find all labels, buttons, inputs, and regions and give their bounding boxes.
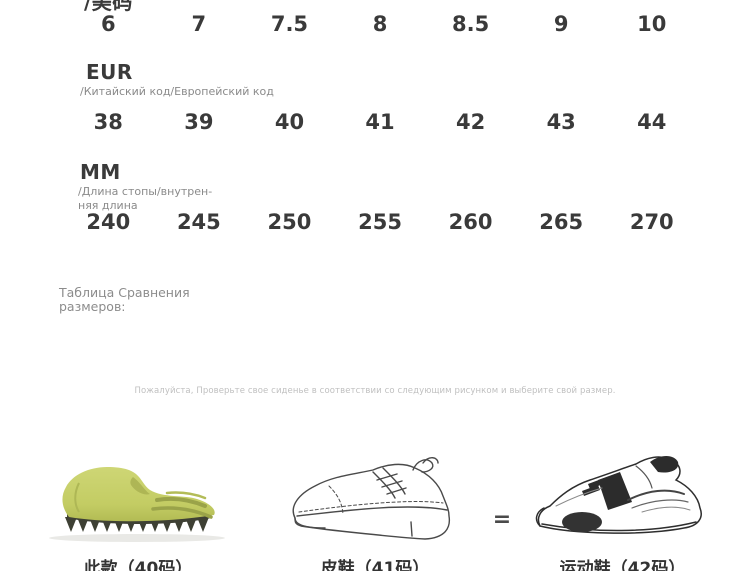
slide-shadow xyxy=(49,534,225,542)
mm-size-value: 245 xyxy=(176,210,221,234)
mm-size-value: 255 xyxy=(358,210,402,234)
eur-size-values-row: 38 39 40 41 42 43 44 xyxy=(63,110,697,134)
dress-shoe-outline xyxy=(292,457,451,540)
us-size-value: 10 xyxy=(637,12,667,36)
us-size-value: 6 xyxy=(100,12,116,36)
sneaker-dark-panels xyxy=(562,456,679,532)
slide-sandal-icon xyxy=(49,467,225,542)
us-size-value: 7 xyxy=(191,12,207,36)
dress-shoe-label: 皮鞋（41码） xyxy=(320,559,430,571)
mm-size-value: 270 xyxy=(629,210,674,234)
us-size-values-row: 6 7 7.5 8 8.5 9 10 xyxy=(63,12,697,36)
mm-size-subtitle: /Длина стопы/внутрен-няя длина xyxy=(78,185,213,212)
dress-shoe-icon xyxy=(292,457,451,540)
us-size-value: 8 xyxy=(372,12,388,36)
mm-size-value: 250 xyxy=(267,210,312,234)
size-selection-note: Пожалуйста, Проверьте свое сиденье в соо… xyxy=(134,386,616,396)
eur-size-heading: EUR xyxy=(86,60,133,84)
us-size-value: 8.5 xyxy=(452,12,490,36)
comparison-table-title: Таблица Сравнения размеров: xyxy=(59,285,190,315)
sneaker-label: 运动鞋（42码） xyxy=(559,559,686,571)
eur-size-value: 39 xyxy=(184,110,214,134)
eur-size-value: 40 xyxy=(274,110,305,134)
slide-sandal-label: 此款（40码） xyxy=(83,559,193,571)
equals-sign: = xyxy=(492,507,512,532)
mm-size-value: 265 xyxy=(539,210,584,234)
mm-size-heading: MM xyxy=(80,160,121,184)
slide-foam-body xyxy=(62,467,215,522)
sneaker-detail-lines xyxy=(555,465,691,513)
sneaker-icon xyxy=(535,456,702,534)
us-size-value: 7.5 xyxy=(270,12,309,36)
eur-size-value: 43 xyxy=(546,110,576,134)
mm-size-value: 260 xyxy=(448,210,493,234)
eur-size-value: 44 xyxy=(637,110,667,134)
eur-size-value: 41 xyxy=(365,110,395,134)
us-size-value: 9 xyxy=(553,12,569,36)
eur-size-subtitle: /Китайский код/Европейский код xyxy=(80,85,274,98)
eur-size-value: 42 xyxy=(455,110,486,134)
mm-size-values-row: 240 245 250 255 260 265 270 xyxy=(63,210,697,234)
mm-size-value: 240 xyxy=(86,210,131,234)
eur-size-value: 38 xyxy=(93,110,123,134)
us-size-heading: /美码 xyxy=(84,0,133,14)
